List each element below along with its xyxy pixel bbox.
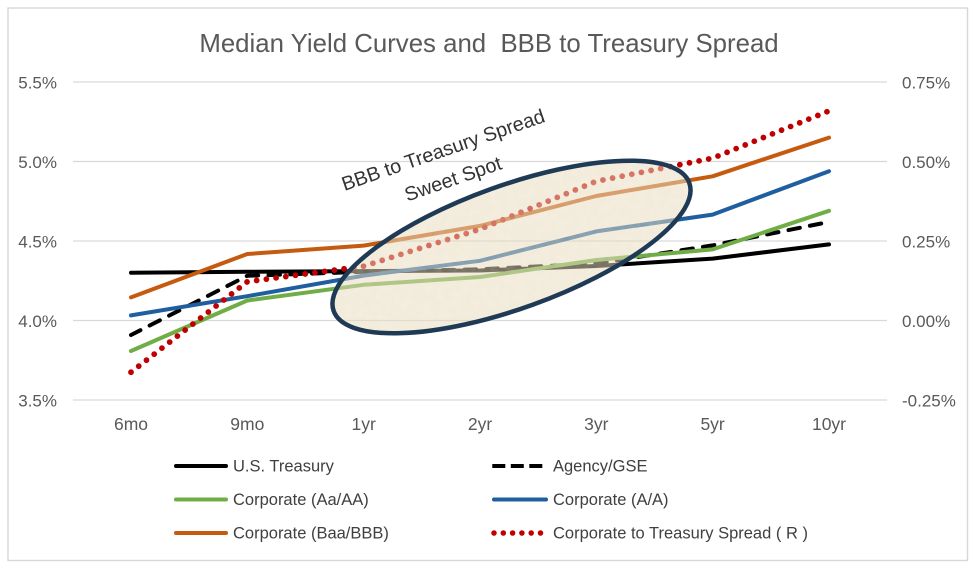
- svg-text:5yr: 5yr: [700, 414, 724, 434]
- svg-text:U.S. Treasury: U.S. Treasury: [233, 458, 335, 476]
- svg-text:3.5%: 3.5%: [18, 392, 57, 411]
- svg-text:10yr: 10yr: [812, 414, 846, 434]
- svg-text:Median Yield Curves and BBB t: Median Yield Curves and BBB to Treasury …: [199, 30, 778, 58]
- svg-text:Corporate to Treasury Spread (: Corporate to Treasury Spread ( R ): [553, 525, 808, 543]
- svg-text:0.75%: 0.75%: [902, 74, 950, 93]
- svg-text:0.25%: 0.25%: [902, 233, 950, 252]
- svg-text:5.5%: 5.5%: [18, 74, 57, 93]
- svg-text:5.0%: 5.0%: [18, 153, 57, 172]
- svg-text:4.5%: 4.5%: [18, 233, 57, 252]
- svg-text:Corporate (Baa/BBB): Corporate (Baa/BBB): [233, 525, 389, 543]
- svg-text:3yr: 3yr: [584, 414, 608, 434]
- svg-text:Corporate (A/A): Corporate (A/A): [553, 491, 669, 509]
- svg-text:Agency/GSE: Agency/GSE: [553, 458, 647, 476]
- svg-text:0.50%: 0.50%: [902, 153, 950, 172]
- svg-text:4.0%: 4.0%: [18, 312, 57, 331]
- svg-text:0.00%: 0.00%: [902, 312, 950, 331]
- svg-text:9mo: 9mo: [230, 414, 264, 434]
- svg-text:1yr: 1yr: [352, 414, 376, 434]
- svg-text:-0.25%: -0.25%: [902, 392, 956, 411]
- svg-text:6mo: 6mo: [114, 414, 148, 434]
- svg-text:Corporate (Aa/AA): Corporate (Aa/AA): [233, 491, 369, 509]
- svg-text:2yr: 2yr: [468, 414, 492, 434]
